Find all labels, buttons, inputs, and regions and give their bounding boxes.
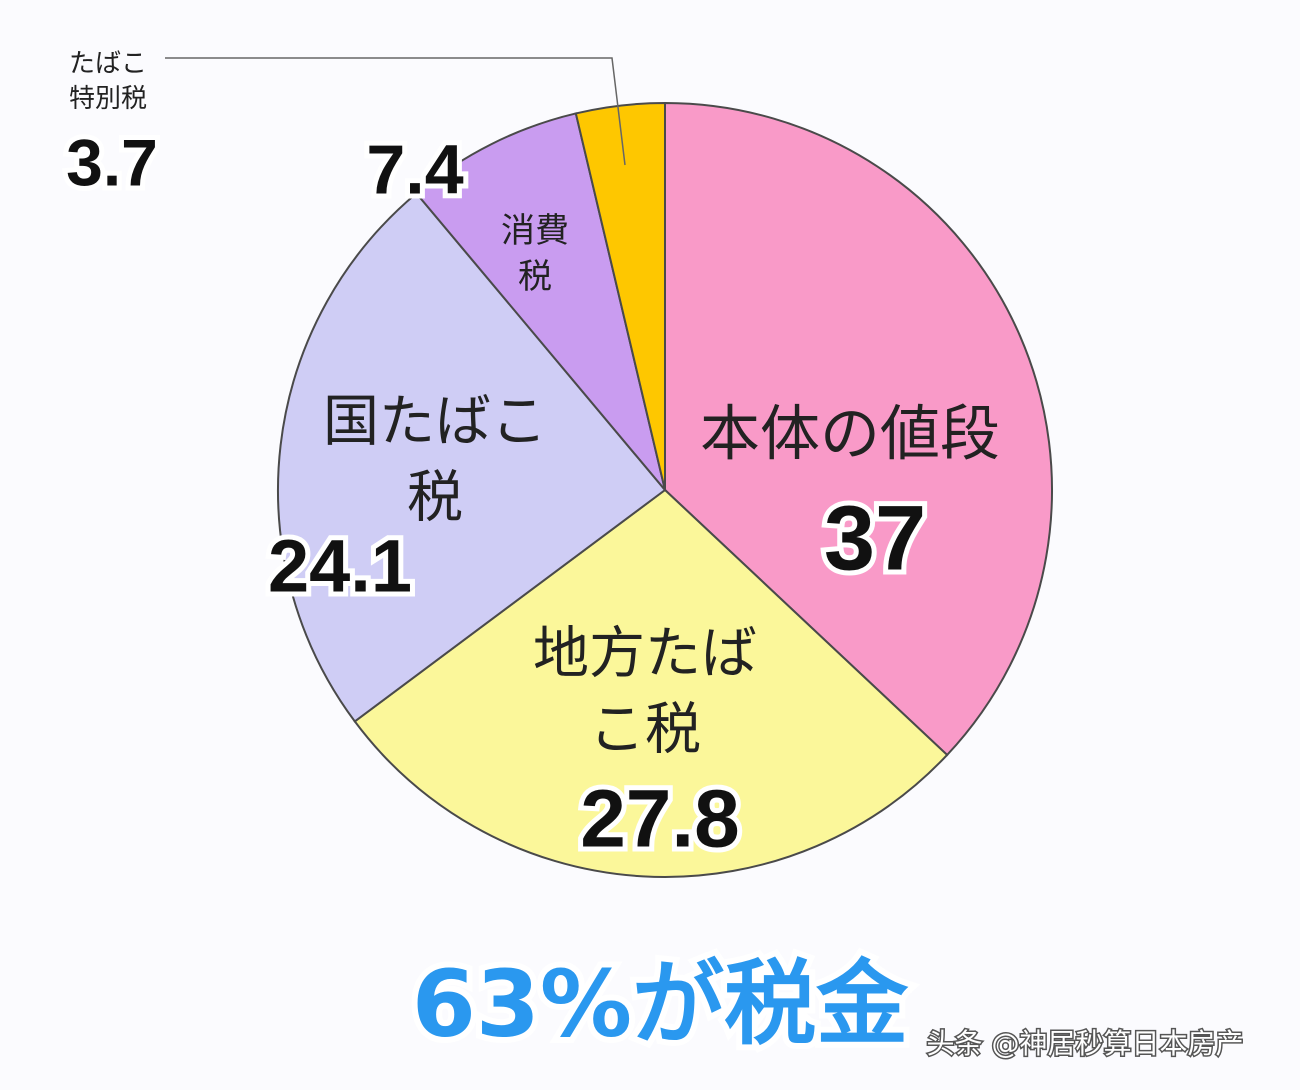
- watermark: 头条 @神居秒算日本房产: [927, 1027, 1244, 1060]
- slice-label: 地方たばこ税: [533, 621, 757, 762]
- slice-label: たばこ特別税: [68, 48, 147, 114]
- chart-title: 63%が税金: [412, 950, 909, 1057]
- value-label: 37: [824, 487, 926, 589]
- value-label: 24.1: [268, 525, 412, 608]
- leader-line: [165, 57, 626, 166]
- pie-slice: [415, 112, 666, 491]
- value-label: 27.8: [580, 774, 740, 865]
- value-label: 3.7: [66, 125, 158, 199]
- pie-slice: [574, 101, 666, 491]
- slice-label: 国たばこ税: [323, 389, 547, 530]
- pie-slice: [277, 191, 667, 723]
- slice-label: 消費税: [501, 211, 569, 297]
- value-label: 7.4: [366, 130, 463, 208]
- pie-slice: [664, 101, 1053, 757]
- slice-label: 本体の値段: [700, 399, 1000, 470]
- pie-slice: [353, 488, 949, 878]
